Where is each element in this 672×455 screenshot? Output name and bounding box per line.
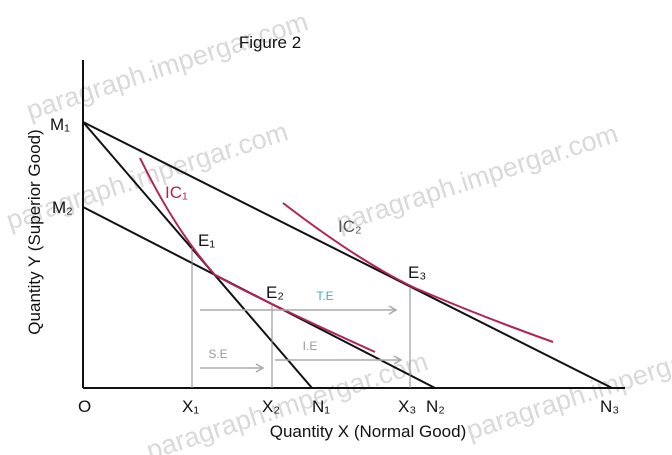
point-label: X₁ xyxy=(182,397,199,416)
indifference-curve xyxy=(139,157,376,353)
curve-label: IC₂ xyxy=(338,217,362,236)
point-label: M₂ xyxy=(52,198,73,217)
point-label: N₃ xyxy=(600,397,619,416)
point-label: X₃ xyxy=(398,397,416,416)
point-label: N₁ xyxy=(312,397,330,416)
origin-label: O xyxy=(78,397,91,416)
effect-label: I.E xyxy=(303,339,318,353)
curve-label: IC₁ xyxy=(165,183,188,202)
point-label: M₁ xyxy=(50,115,70,134)
y-axis-label: Quantity Y (Superior Good) xyxy=(25,129,44,334)
point-label: X₂ xyxy=(262,397,280,416)
point-label: E₂ xyxy=(266,283,284,302)
point-label: E₃ xyxy=(408,263,426,282)
effect-arrows xyxy=(200,305,403,373)
budget-line xyxy=(82,121,613,389)
point-label: N₂ xyxy=(426,397,445,416)
x-axis-label: Quantity X (Normal Good) xyxy=(270,422,467,441)
indifference-curve xyxy=(282,202,554,343)
title: Figure 2 xyxy=(239,33,301,52)
effect-label: T.E xyxy=(316,289,333,303)
point-label: E₁ xyxy=(198,231,215,250)
effect-label: S.E xyxy=(208,347,227,361)
